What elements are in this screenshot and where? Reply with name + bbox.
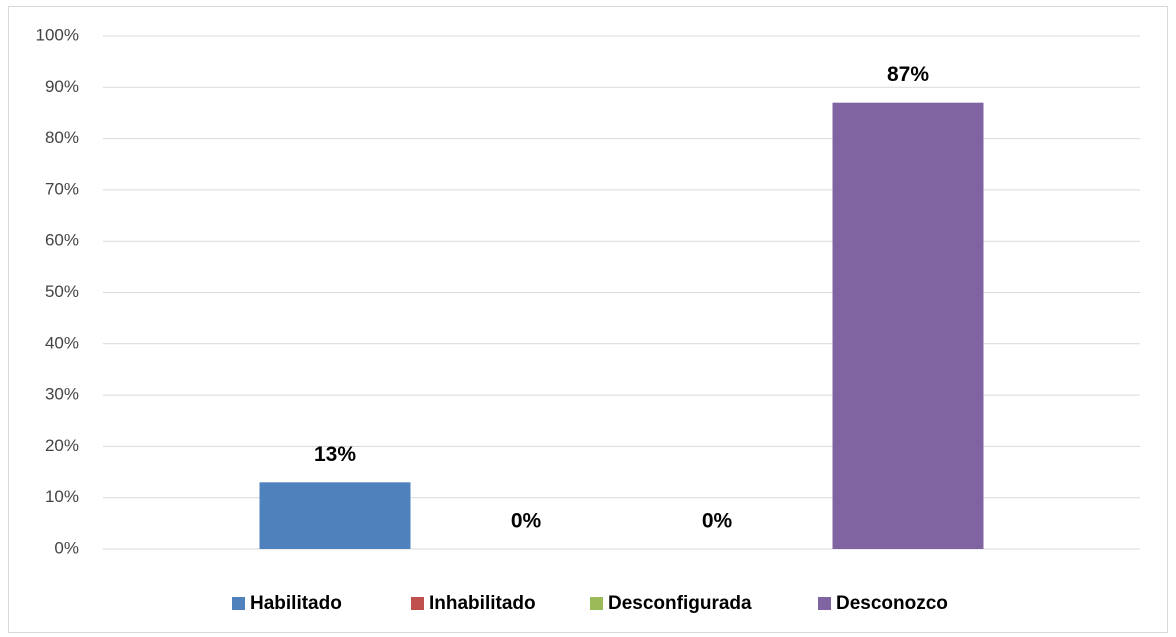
legend-label: Desconfigurada <box>608 593 752 614</box>
y-tick-label: 10% <box>45 487 79 506</box>
y-tick-label: 0% <box>54 538 79 557</box>
y-tick-label: 100% <box>36 25 79 44</box>
legend-swatch <box>411 597 424 610</box>
data-label: 0% <box>511 510 542 533</box>
y-tick-label: 80% <box>45 128 79 147</box>
legend-swatch <box>232 597 245 610</box>
legend-label: Inhabilitado <box>429 593 536 614</box>
bar <box>259 482 411 549</box>
legend-label: Desconozco <box>836 593 948 614</box>
data-label: 13% <box>314 443 356 466</box>
y-tick-label: 50% <box>45 282 79 301</box>
data-label: 87% <box>887 63 929 86</box>
legend-label: Habilitado <box>250 593 342 614</box>
chart-border <box>8 6 1168 633</box>
y-tick-label: 70% <box>45 179 79 198</box>
data-label: 0% <box>702 510 733 533</box>
legend-swatch <box>590 597 603 610</box>
legend-swatch <box>818 597 831 610</box>
y-tick-label: 90% <box>45 77 79 96</box>
y-tick-label: 30% <box>45 385 79 404</box>
y-tick-label: 40% <box>45 333 79 352</box>
y-tick-label: 60% <box>45 231 79 250</box>
y-tick-label: 20% <box>45 436 79 455</box>
bar <box>832 102 984 549</box>
